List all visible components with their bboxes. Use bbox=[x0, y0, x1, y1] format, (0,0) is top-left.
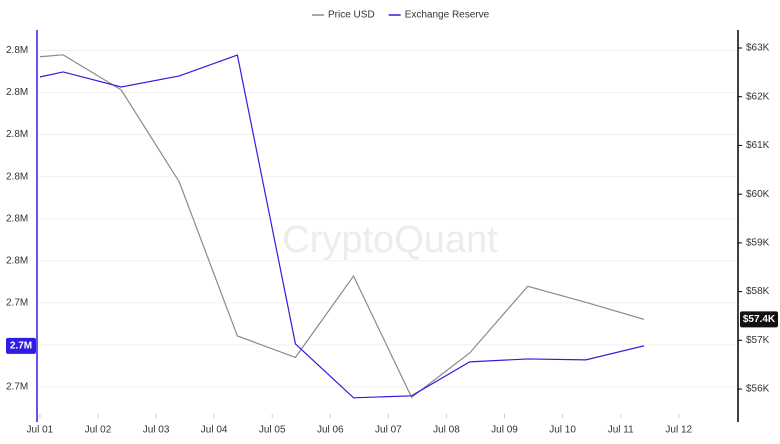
legend-label: Price USD bbox=[328, 10, 375, 21]
y2-tick-label: $58K bbox=[746, 286, 770, 297]
x-tick-label: Jul 02 bbox=[85, 425, 112, 436]
y-tick-label: 2.8M bbox=[6, 87, 28, 98]
y2-tick-label: $56K bbox=[746, 384, 770, 395]
y-tick-label: 2.8M bbox=[6, 129, 28, 140]
y2-tick-label: $57K bbox=[746, 335, 770, 346]
current-value-label: $57.4K bbox=[743, 314, 776, 325]
x-tick-label: Jul 10 bbox=[549, 425, 576, 436]
y2-tick-label: $61K bbox=[746, 140, 770, 151]
current-value-label: 2.7M bbox=[10, 341, 32, 352]
x-tick-label: Jul 09 bbox=[491, 425, 518, 436]
x-tick-label: Jul 12 bbox=[665, 425, 692, 436]
x-tick-label: Jul 06 bbox=[317, 425, 344, 436]
y2-tick-label: $59K bbox=[746, 238, 770, 249]
y2-tick-label: $60K bbox=[746, 189, 770, 200]
y-tick-label: 2.8M bbox=[6, 213, 28, 224]
current-value-box bbox=[6, 337, 36, 354]
y-tick-label: 2.7M bbox=[6, 382, 28, 393]
watermark: CryptoQuant bbox=[282, 219, 498, 261]
x-tick-label: Jul 01 bbox=[27, 425, 54, 436]
x-tick-label: Jul 03 bbox=[143, 425, 170, 436]
y-tick-label: 2.8M bbox=[6, 45, 28, 56]
x-tick-label: Jul 04 bbox=[201, 425, 228, 436]
y2-tick-label: $63K bbox=[746, 43, 770, 54]
y-tick-label: 2.8M bbox=[6, 255, 28, 266]
x-tick-label: Jul 08 bbox=[433, 425, 460, 436]
x-tick-label: Jul 11 bbox=[608, 425, 634, 436]
y2-tick-label: $62K bbox=[746, 91, 770, 102]
x-tick-label: Jul 07 bbox=[375, 425, 402, 436]
y-tick-label: 2.8M bbox=[6, 171, 28, 182]
legend-label: Exchange Reserve bbox=[405, 10, 490, 21]
current-value-box bbox=[740, 311, 778, 328]
series-line bbox=[39, 54, 645, 399]
x-tick-label: Jul 05 bbox=[259, 425, 286, 436]
y-tick-label: 2.7M bbox=[6, 297, 28, 308]
